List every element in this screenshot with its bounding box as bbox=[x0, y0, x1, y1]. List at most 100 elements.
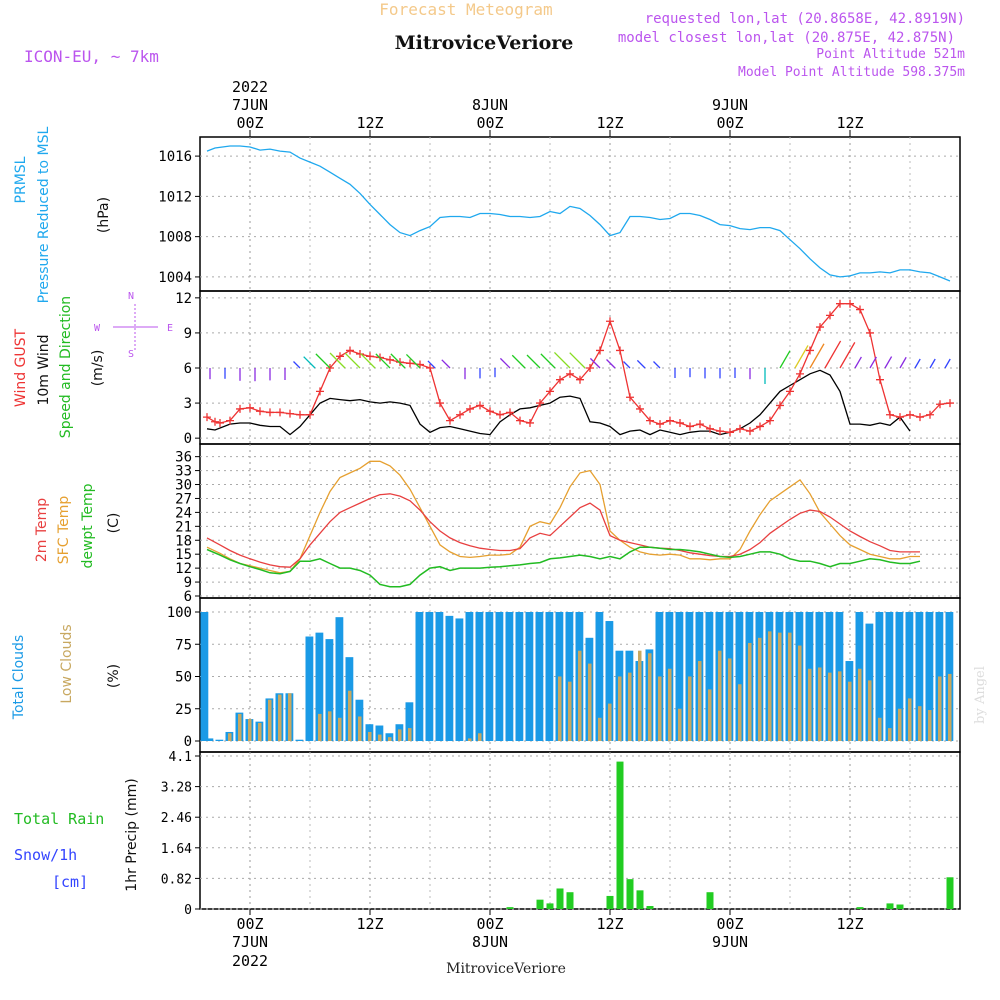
bottom-year-label: 2022 bbox=[232, 952, 268, 970]
wind-gust-marker bbox=[806, 346, 814, 355]
wind-direction-arrow bbox=[540, 353, 556, 369]
low-cloud-bar bbox=[798, 645, 802, 741]
wind-gust-marker bbox=[686, 422, 694, 431]
low-cloud-bar bbox=[678, 708, 682, 741]
compass-w: W bbox=[94, 323, 101, 334]
y-tick-label: 3.28 bbox=[161, 781, 192, 796]
low-cloud-bar bbox=[598, 717, 602, 741]
wind-gust-marker bbox=[456, 410, 464, 419]
y-tick-label: 50 bbox=[175, 670, 192, 686]
wind-direction-arrow bbox=[809, 343, 825, 369]
low-cloud-bar bbox=[868, 680, 872, 741]
low-cloud-bar bbox=[238, 713, 242, 741]
credit-text: by Angel bbox=[973, 666, 988, 724]
wind-compass: N S W E bbox=[94, 291, 173, 360]
low-cloud-bar bbox=[248, 719, 252, 741]
low-cloud-bar bbox=[808, 668, 812, 741]
wind-gust-marker bbox=[916, 413, 924, 422]
low-cloud-bar bbox=[618, 676, 622, 741]
wind-gust-marker bbox=[786, 387, 794, 396]
wind-gust-marker bbox=[476, 401, 484, 410]
precip-rain-bar bbox=[606, 895, 614, 909]
precip-rain-bar bbox=[546, 903, 554, 909]
low-cloud-bar bbox=[758, 637, 762, 741]
wind-direction-arrow bbox=[526, 354, 541, 369]
low-cloud-bar bbox=[658, 676, 662, 741]
low-cloud-bar bbox=[288, 693, 292, 741]
y-tick-label: 1.64 bbox=[161, 842, 192, 857]
wind-direction-arrow bbox=[794, 345, 809, 369]
precip-rain-bar bbox=[946, 877, 954, 909]
wind-direction-arrow bbox=[511, 354, 526, 369]
wind-direction-arrow bbox=[929, 358, 936, 369]
wind-gust-marker bbox=[736, 424, 744, 433]
wind-label-gust: Wind GUST bbox=[13, 328, 29, 407]
low-cloud-bar bbox=[258, 722, 262, 741]
footer-station: MitroviceVeriore bbox=[446, 961, 566, 977]
wind-direction-arrow bbox=[589, 357, 601, 369]
wind-gust-marker bbox=[266, 408, 274, 417]
wind-gust-marker bbox=[706, 424, 714, 433]
wind-gust-marker bbox=[226, 416, 234, 425]
y-tick-label: 12 bbox=[175, 291, 192, 307]
top-hour-label: 00Z bbox=[476, 114, 503, 132]
low-cloud-bar bbox=[588, 663, 592, 741]
total-cloud-bar bbox=[200, 612, 209, 741]
wind-gust-marker bbox=[676, 418, 684, 427]
model-name: ICON-EU, ~ 7km bbox=[24, 47, 159, 66]
low-cloud-bar bbox=[478, 733, 482, 741]
top-hour-label: 12Z bbox=[836, 114, 863, 132]
y-tick-label: 0 bbox=[184, 903, 192, 918]
precip-rain-bar bbox=[556, 888, 564, 909]
wind-direction-arrow bbox=[606, 359, 616, 369]
top-hour-label: 12Z bbox=[356, 114, 383, 132]
bottom-date-label: 7JUN bbox=[232, 933, 268, 951]
y-tick-label: 6 bbox=[184, 361, 192, 377]
wind-gust-marker bbox=[316, 387, 324, 396]
precip-rain-bar bbox=[856, 907, 864, 909]
wind-gust-marker bbox=[866, 328, 874, 337]
wind-gust-marker bbox=[526, 418, 534, 427]
total-cloud-bar bbox=[565, 612, 574, 741]
low-cloud-bar bbox=[358, 716, 362, 741]
clouds-label-total: Total Clouds bbox=[11, 635, 27, 720]
wind-direction-arrow bbox=[360, 353, 376, 369]
total-cloud-bar bbox=[375, 725, 384, 741]
y-tick-label: 6 bbox=[184, 589, 192, 605]
y-tick-label: 9 bbox=[184, 326, 192, 342]
wind-direction-arrow bbox=[653, 361, 661, 369]
precip-label-rain: Total Rain bbox=[14, 810, 104, 828]
wind-gust-marker bbox=[656, 420, 664, 429]
y-tick-label: 30 bbox=[175, 478, 192, 494]
y-tick-label: 33 bbox=[175, 464, 192, 480]
wind-gust-marker bbox=[836, 299, 844, 308]
wind-gust-marker bbox=[886, 410, 894, 419]
wind-direction-arrow bbox=[405, 353, 421, 369]
total-cloud-bar bbox=[505, 612, 514, 741]
low-cloud-bar bbox=[858, 668, 862, 741]
precip-label-cm: [cm] bbox=[52, 873, 88, 891]
y-tick-label: 3 bbox=[184, 396, 192, 412]
bottom-hour-label: 12Z bbox=[596, 915, 623, 933]
low-cloud-bar bbox=[578, 650, 582, 741]
y-tick-label: 36 bbox=[175, 450, 192, 466]
pressure-line bbox=[206, 145, 951, 282]
precip-label-snow: Snow/1h bbox=[14, 846, 77, 864]
low-cloud-bar bbox=[408, 728, 412, 741]
wind-direction-arrow bbox=[499, 357, 511, 369]
wind-gust-marker bbox=[446, 416, 454, 425]
precip-rain-bar bbox=[886, 903, 894, 909]
total-cloud-bar bbox=[515, 612, 524, 741]
dewpoint-line bbox=[206, 546, 921, 588]
low-cloud-bar bbox=[788, 632, 792, 741]
wind-gust-marker bbox=[426, 364, 434, 372]
wind-direction-arrow bbox=[779, 350, 791, 369]
low-cloud-bar bbox=[828, 672, 832, 741]
total-cloud-bar bbox=[905, 612, 914, 741]
bottom-hour-label: 12Z bbox=[356, 915, 383, 933]
wind-gust-marker bbox=[666, 416, 674, 425]
wind-label-speed-dir: Speed and Direction bbox=[58, 296, 74, 438]
wind-gust-marker bbox=[646, 416, 654, 425]
y-tick-label: 1004 bbox=[158, 270, 192, 286]
low-cloud-bar bbox=[818, 667, 822, 741]
